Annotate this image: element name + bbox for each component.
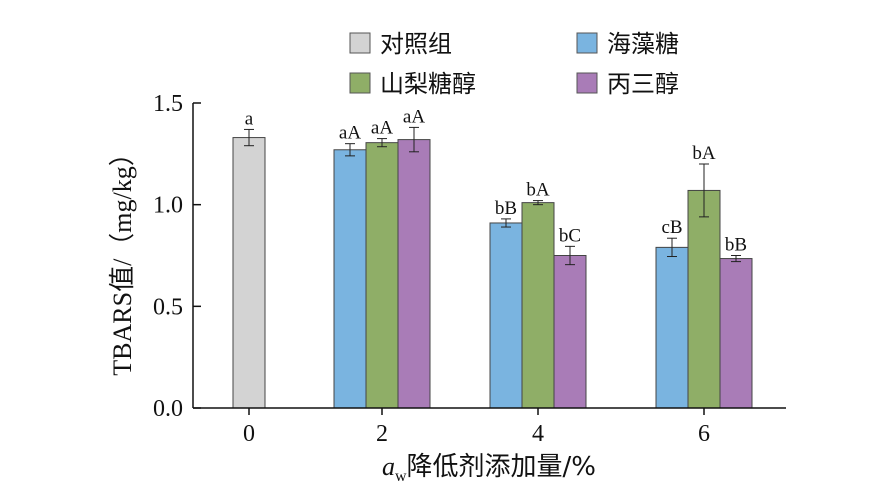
bar-glycerol [553,255,587,409]
bars-layer: a aA aA aA bB bA bC cB bA bB [232,106,753,409]
legend-swatch-sorbitol [349,72,371,94]
bar-label-trehalose: bB [495,198,517,219]
legend-label-control: 对照组 [380,30,452,58]
bar-sorbitol [521,202,555,409]
y-axis-title: TBARS值/（mg/kg） [108,140,137,375]
bar-label-trehalose: aA [339,123,361,144]
x-tick-label: 6 [698,421,710,447]
bar-label-trehalose: cB [661,217,682,238]
bar-trehalose [333,149,367,409]
bar-glycerol [397,139,431,409]
bar-label-glycerol: bC [559,225,581,246]
legend: 对照组 海藻糖 山梨糖醇 丙三醇 [349,30,679,98]
x-axis-title-text: 降低剂添加量/% [407,452,596,482]
bar-trehalose [655,246,689,409]
bar-label-sorbitol: bA [526,180,550,201]
y-ticks: 0.0 0.5 1.0 1.5 [153,91,201,422]
axes: 0.0 0.5 1.0 1.5 0 2 4 6 [153,91,786,447]
bar-label-sorbitol: bA [692,143,716,164]
bar-control [232,137,266,409]
bar-trehalose [489,222,523,409]
bar-sorbitol [365,142,399,409]
x-tick-label: 2 [376,421,388,447]
bar-sorbitol [687,189,721,409]
legend-label-sorbitol: 山梨糖醇 [380,70,476,98]
y-tick-label: 0.0 [153,396,183,422]
legend-label-trehalose: 海藻糖 [607,30,679,58]
x-axis-title-subscript: w [395,468,407,485]
legend-label-glycerol: 丙三醇 [607,70,679,98]
legend-swatch-control [349,32,371,54]
y-tick-label: 0.5 [153,294,183,320]
bar-glycerol [719,258,753,409]
x-axis-title-italic: a [382,452,395,481]
x-axis-title: aw降低剂添加量/% [382,452,596,485]
x-ticks: 0 2 4 6 [243,408,710,447]
legend-swatch-glycerol [576,72,598,94]
y-tick-label: 1.0 [153,193,183,219]
legend-item-sorbitol: 山梨糖醇 [349,70,476,98]
legend-swatch-trehalose [576,32,598,54]
legend-item-glycerol: 丙三醇 [576,70,679,98]
bar-label-control: a [245,108,254,129]
bar-label-sorbitol: aA [371,118,393,139]
bar-label-glycerol: bB [725,235,747,256]
x-tick-label: 0 [243,421,255,447]
bar-label-glycerol: aA [403,106,425,127]
y-tick-label: 1.5 [153,91,183,117]
x-tick-label: 4 [532,421,544,447]
legend-item-control: 对照组 [349,30,452,58]
legend-item-trehalose: 海藻糖 [576,30,679,58]
